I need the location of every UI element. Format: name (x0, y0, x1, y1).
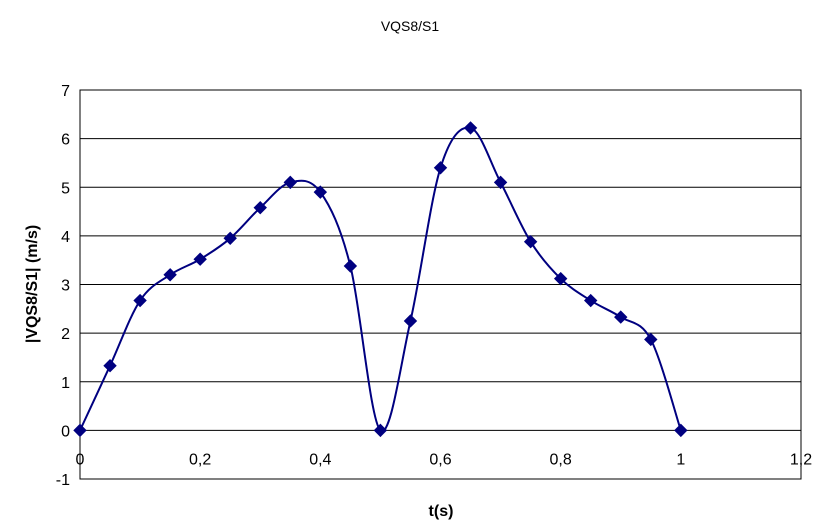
y-tick-label: 7 (61, 83, 70, 100)
data-point (133, 293, 147, 308)
data-point (433, 161, 448, 175)
data-point (253, 200, 267, 215)
y-tick-label: 3 (61, 278, 70, 295)
x-tick-label: 0 (76, 451, 85, 468)
x-tick-label: 0,8 (550, 451, 572, 468)
data-point (463, 121, 478, 135)
x-tick-label: 0,6 (429, 451, 451, 468)
data-point (343, 259, 358, 273)
x-tick-label: 0,4 (309, 451, 331, 468)
x-tick-label: 1 (676, 451, 685, 468)
data-point (403, 314, 418, 328)
y-tick-label: 1 (61, 375, 70, 392)
y-tick-label: 0 (61, 423, 70, 440)
data-point (614, 310, 628, 324)
chart-title: VQS8/S1 (381, 18, 440, 34)
data-point (674, 423, 688, 438)
data-point (523, 235, 538, 249)
y-tick-label: -1 (56, 472, 70, 489)
data-point (223, 231, 237, 246)
data-point (193, 252, 207, 266)
data-point (644, 332, 658, 347)
y-tick-label: 6 (61, 132, 70, 149)
data-point (553, 271, 568, 286)
data-point (283, 175, 297, 190)
x-tick-label: 0,2 (189, 451, 211, 468)
y-tick-label: 5 (61, 180, 70, 197)
plot-area (79, 89, 802, 480)
data-points (73, 121, 688, 438)
data-point (103, 358, 117, 373)
x-axis-label: t(s) (429, 503, 454, 520)
data-point (163, 268, 177, 282)
grid (80, 138, 801, 431)
data-point (493, 175, 508, 190)
x-tick-label: 1,2 (790, 451, 812, 468)
data-point (73, 423, 87, 438)
y-tick-label: 4 (61, 229, 70, 246)
data-point (313, 185, 328, 199)
data-point (584, 293, 598, 308)
y-axis-label: |VQS8/S1| (m/s) (24, 225, 41, 343)
data-point (373, 423, 388, 438)
tick-labels: -1 0 1 2 3 4 5 6 7 0 0,2 0,4 0,6 0,8 1 1,2 (56, 83, 812, 489)
y-tick-label: 2 (61, 326, 70, 343)
